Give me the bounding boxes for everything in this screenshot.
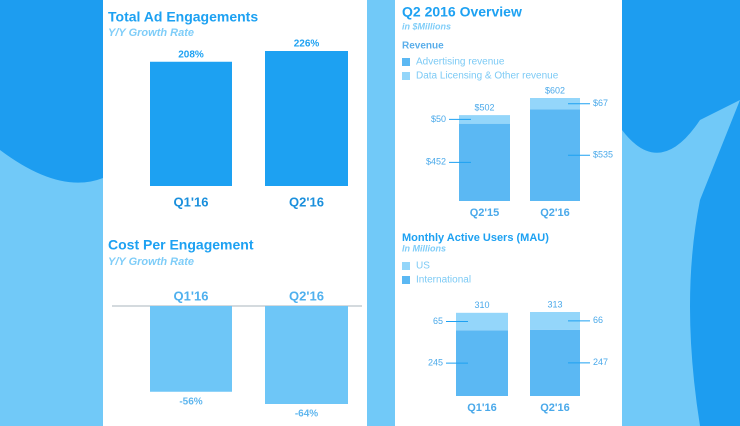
bird-shape: [367, 0, 395, 426]
segment-label: $67: [593, 98, 608, 108]
chart-title: Cost Per Engagement: [108, 237, 254, 253]
legend-label: US: [416, 261, 430, 272]
legend-swatch: [402, 276, 410, 284]
category-label: Q2'16: [540, 402, 570, 414]
total-label: 313: [547, 299, 562, 309]
category-label: Q1'16: [467, 402, 497, 414]
segment-label: 247: [593, 357, 608, 367]
bird-shape: [0, 150, 103, 426]
segment-label: 65: [433, 316, 443, 326]
category-label: Q2'15: [470, 207, 500, 219]
chart-subtitle: In Millions: [402, 243, 446, 253]
segment-label: $452: [426, 157, 446, 167]
value-label: 208%: [178, 49, 204, 60]
bar: [265, 306, 348, 404]
value-label: -64%: [295, 409, 318, 420]
legend-swatch: [402, 58, 410, 66]
chart-title: Monthly Active Users (MAU): [402, 232, 549, 244]
bar: [150, 61, 232, 186]
chart-title: Total Ad Engagements: [108, 9, 258, 25]
legend-label: Data Licensing & Other revenue: [416, 71, 559, 82]
category-label: Q1'16: [174, 194, 209, 209]
total-label: 310: [474, 300, 489, 310]
legend-swatch: [402, 72, 410, 80]
chart-subtitle: Y/Y Growth Rate: [108, 256, 194, 268]
category-label: Q2'16: [289, 194, 324, 209]
segment-label: 245: [428, 357, 443, 367]
right-panel: [395, 0, 622, 426]
bar-segment: [530, 98, 580, 110]
value-label: 226%: [294, 39, 320, 50]
total-label: $502: [474, 102, 494, 112]
legend-swatch: [402, 262, 410, 270]
total-label: $602: [545, 85, 565, 95]
bar-segment: [459, 115, 510, 124]
value-label: -56%: [179, 396, 202, 407]
chart-subtitle: in $Millions: [402, 21, 451, 31]
bar: [150, 306, 232, 392]
segment-label: 66: [593, 315, 603, 325]
bird-shape: [622, 100, 740, 426]
category-label: Q2'16: [289, 288, 324, 303]
category-label: Q1'16: [174, 288, 209, 303]
legend-label: Advertising revenue: [416, 57, 505, 68]
legend-label: International: [416, 275, 471, 286]
segment-label: $535: [593, 150, 613, 160]
bar: [265, 51, 348, 186]
chart-subtitle: Y/Y Growth Rate: [108, 27, 194, 39]
segment-label: $50: [431, 114, 446, 124]
chart-title: Q2 2016 Overview: [402, 4, 522, 20]
category-label: Q2'16: [540, 207, 570, 219]
section-label: Revenue: [402, 41, 444, 52]
bar-segment: [530, 312, 580, 330]
bar-segment: [456, 312, 508, 331]
